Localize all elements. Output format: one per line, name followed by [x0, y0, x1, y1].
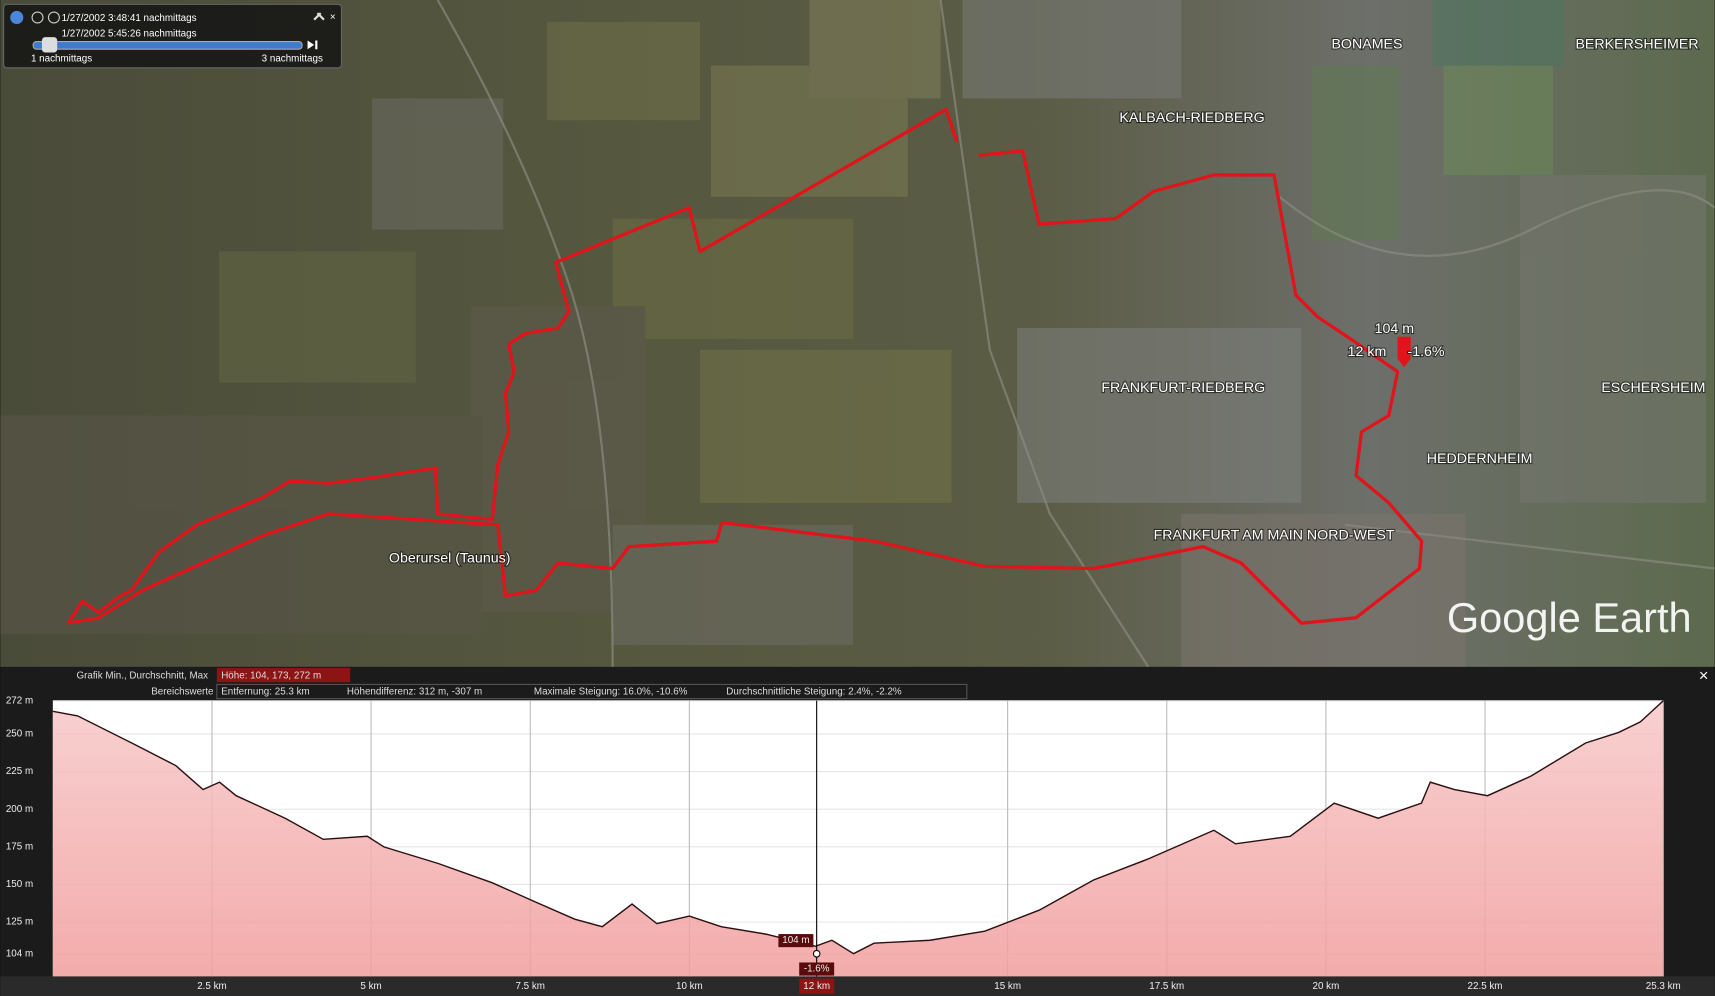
close-slider[interactable]: × [330, 12, 336, 23]
map[interactable]: BONAMES BERKERSHEIMER KALBACH-RIEDBERG F… [0, 0, 1715, 668]
stat-max-slope[interactable]: Maximale Steigung: 16.0%, -10.6% [534, 687, 688, 698]
x-tick-label: 7.5 km [515, 981, 545, 992]
slider-panel [3, 3, 343, 69]
cursor-slope: -1.6% [1407, 344, 1444, 360]
close-button[interactable]: × [1699, 667, 1709, 685]
y-tick-label: 200 m [6, 804, 33, 815]
range-label: Bereichswerte [151, 687, 214, 698]
route [66, 107, 1424, 625]
slider-thumb[interactable] [41, 37, 58, 53]
slider-track[interactable] [32, 40, 303, 50]
graph-label: Grafik Min., Durchschnitt, Max [76, 670, 208, 681]
place-label: HEDDERNHEIM [1427, 451, 1533, 467]
cursor-x-bg [799, 978, 835, 994]
x-tick-label: 25.3 km [1646, 981, 1681, 992]
y-tick-label: 272 m [6, 695, 33, 706]
map-fields [0, 0, 1706, 667]
logo: Google Earth [1447, 594, 1692, 641]
settings-button[interactable] [313, 12, 325, 21]
cursor-label-bg [778, 934, 814, 948]
stat-avg-slope[interactable]: Durchschnittliche Steigung: 2.4%, -2.2% [726, 687, 902, 698]
y-tick-label: 175 m [6, 841, 33, 852]
stat-box [216, 683, 968, 700]
x-tick-label: 22.5 km [1468, 981, 1503, 992]
y-tick-label: 150 m [6, 879, 33, 890]
clock-button[interactable] [10, 10, 24, 25]
elevation-line [52, 700, 1664, 955]
time-slider: 1/27/2002 3:48:41 nachmittags 1/27/2002 … [3, 3, 343, 69]
x-tick-label: 5 km [360, 981, 381, 992]
x-tick-label: 15 km [994, 981, 1021, 992]
place-label: FRANKFURT AM MAIN NORD-WEST [1154, 527, 1395, 543]
stat-elevation-diff[interactable]: Höhendifferenz: 312 m, -307 m [347, 687, 482, 698]
place-label: Oberursel (Taunus) [389, 550, 511, 566]
cursor-x-label: 12 km [803, 981, 830, 992]
map-cursor: 104 m 12 km -1.6% [1347, 320, 1446, 368]
cursor-distance: 12 km [1348, 344, 1387, 360]
time-end: 1/27/2002 5:45:26 nachmittags [62, 28, 197, 39]
x-tick-label: 10 km [676, 981, 703, 992]
x-tick-label: 20 km [1313, 981, 1340, 992]
cursor-elevation-label: 104 m [782, 935, 809, 946]
place-label: BONAMES [1331, 37, 1402, 53]
zoom-out-button[interactable] [31, 11, 44, 24]
elevation-area [52, 700, 1664, 977]
time-start: 1/27/2002 3:48:41 nachmittags [62, 13, 197, 24]
stat-distance[interactable]: Entfernung: 25.3 km [221, 687, 310, 698]
scale-left: 1 nachmittags [31, 54, 92, 65]
stat-highlight [216, 668, 351, 683]
zoom-in-button[interactable] [47, 11, 60, 24]
place-label: KALBACH-RIEDBERG [1119, 110, 1264, 126]
x-tick-label: 2.5 km [197, 981, 227, 992]
place-label: FRANKFURT-RIEDBERG [1101, 380, 1265, 396]
x-axis-strip [0, 976, 1715, 996]
y-tick-label: 104 m [6, 948, 33, 959]
play-button[interactable] [307, 40, 318, 50]
y-tick-label: 125 m [6, 917, 33, 928]
cursor-slope-bg [799, 962, 835, 976]
cursor-slope-label: -1.6% [804, 964, 830, 975]
map-roads [436, 0, 1715, 668]
cursor-point [812, 949, 821, 958]
y-tick-label: 250 m [6, 729, 33, 740]
scale-right: 3 nachmittags [262, 54, 323, 65]
cursor-pin [1397, 336, 1411, 368]
stat-elevation[interactable]: Höhe: 104, 173, 272 m [221, 670, 321, 681]
place-label: BERKERSHEIMER [1575, 37, 1698, 53]
y-tick-label: 225 m [6, 766, 33, 777]
place-label: ESCHERSHEIM [1601, 380, 1705, 396]
cursor-elevation: 104 m [1375, 321, 1414, 337]
x-tick-label: 17.5 km [1149, 981, 1184, 992]
